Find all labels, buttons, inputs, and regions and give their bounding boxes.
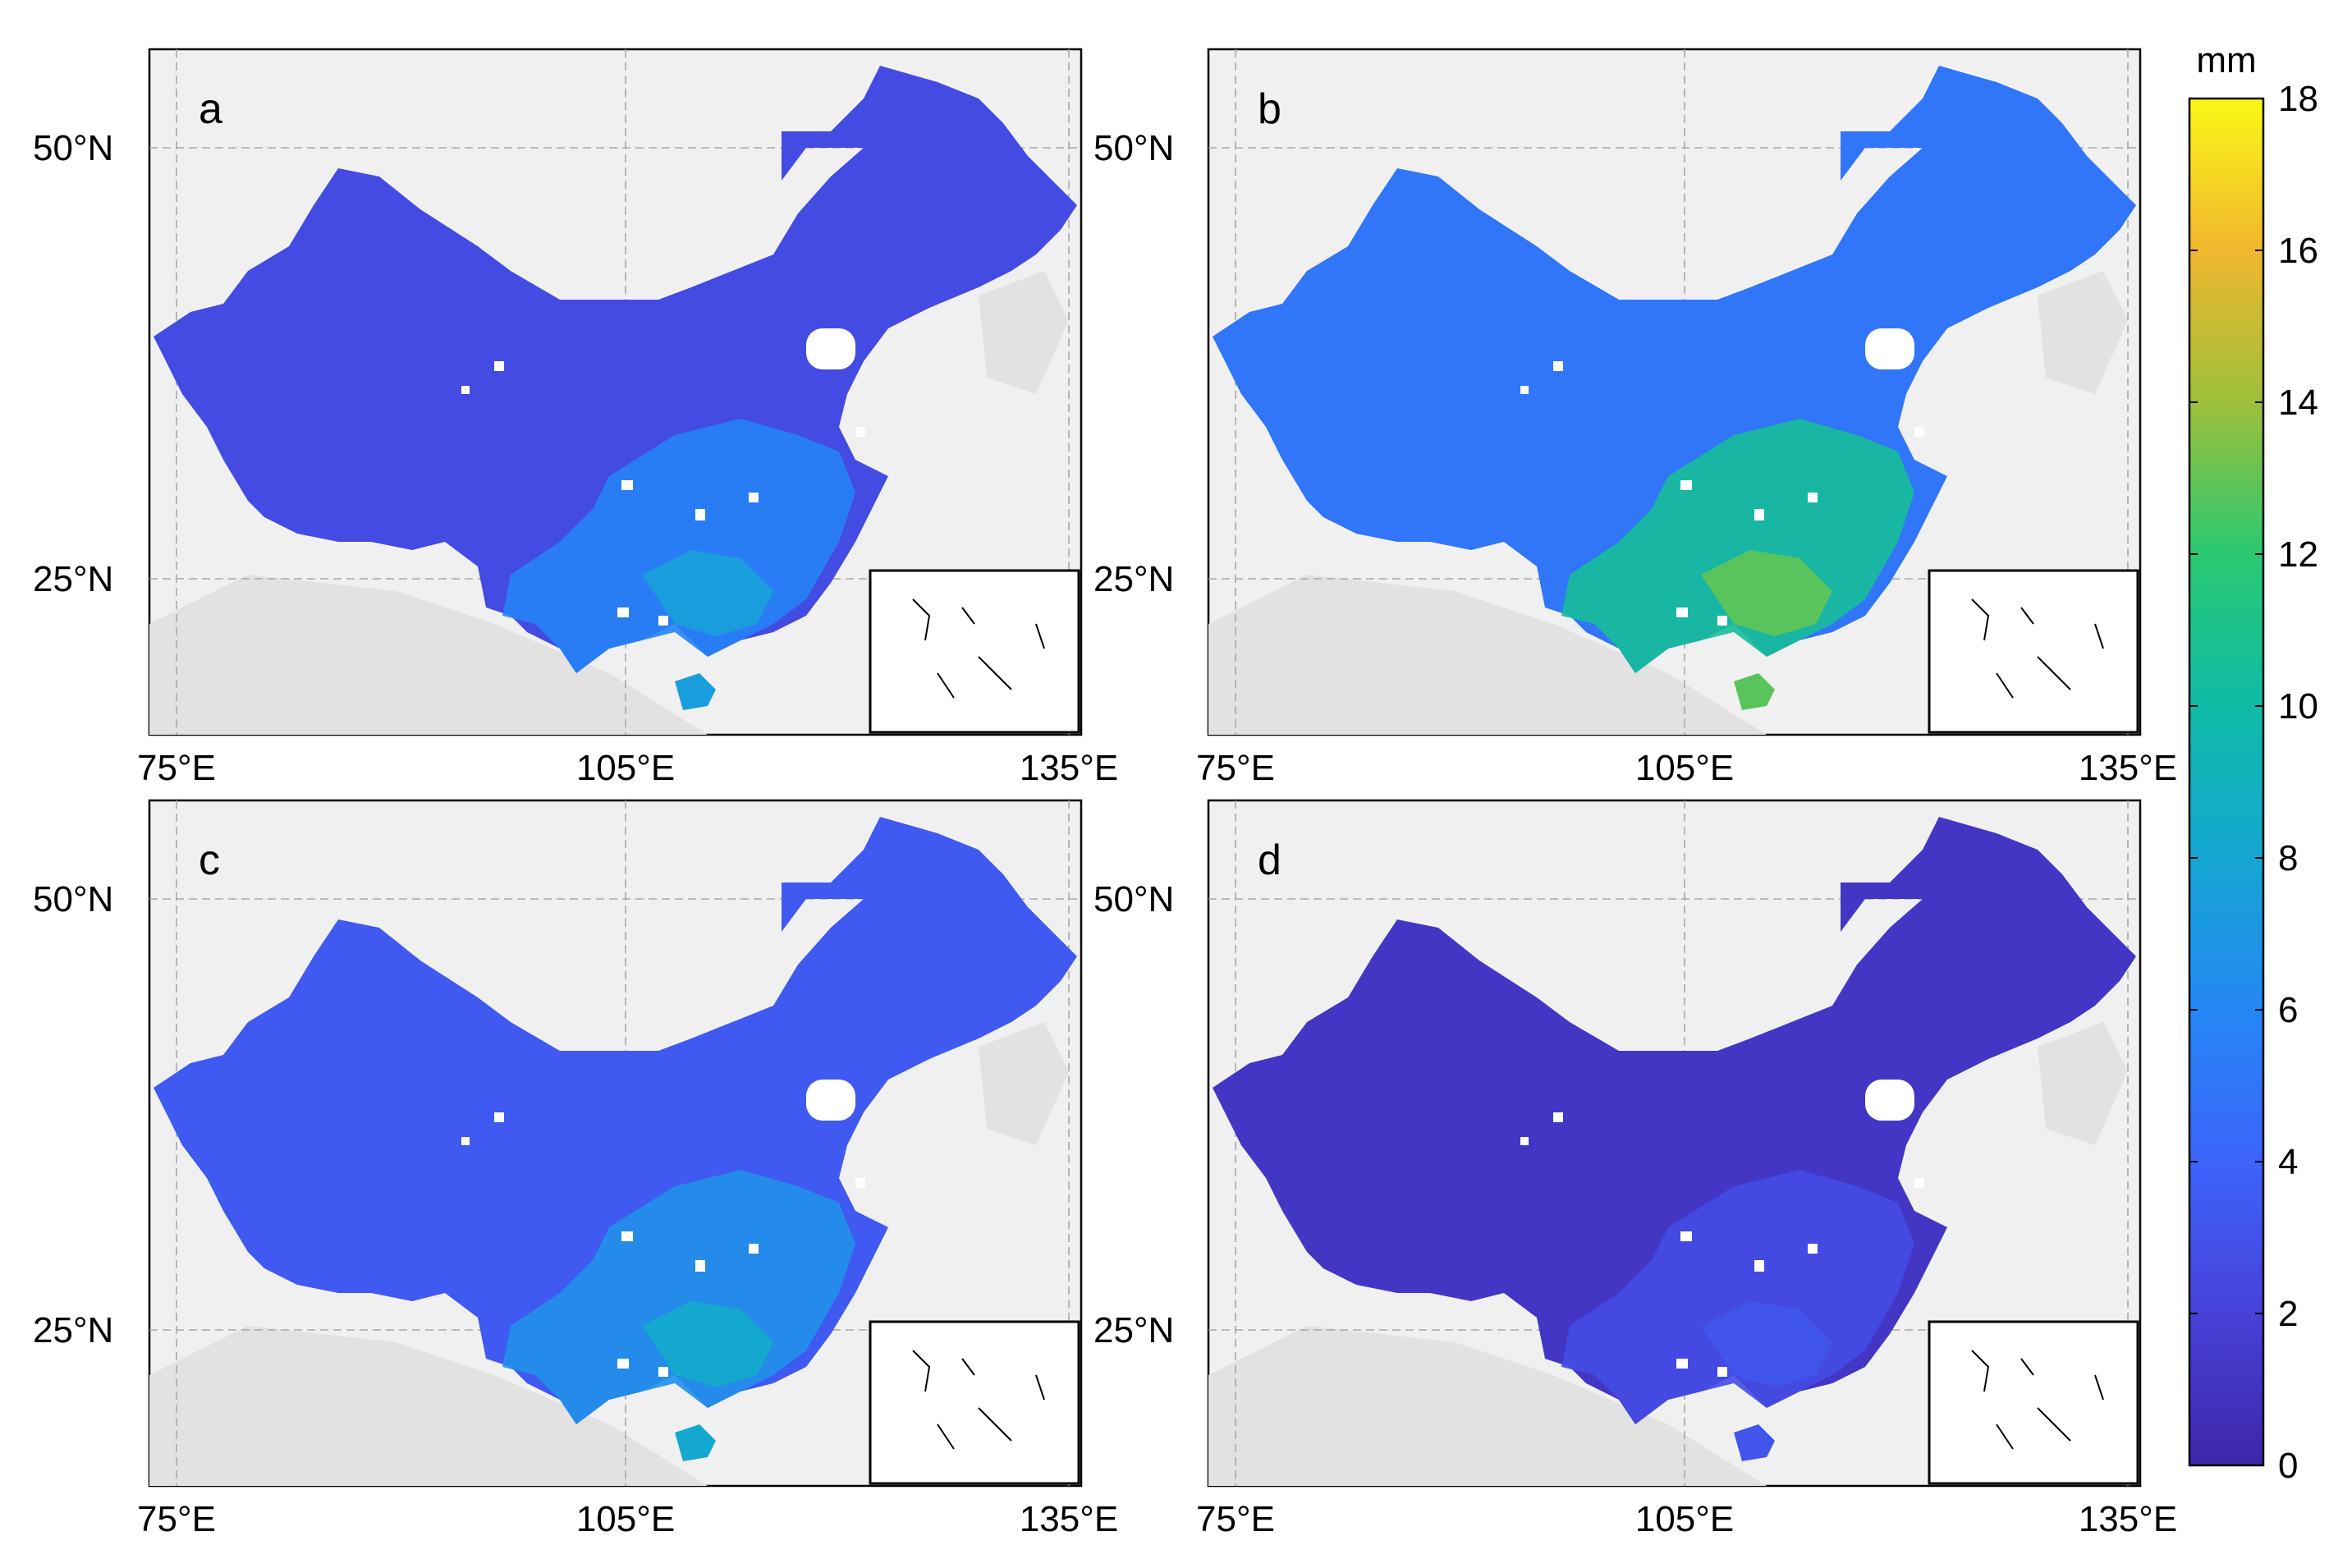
- hotspot-region: [642, 1301, 773, 1387]
- lon-tick-label: 75°E: [137, 748, 216, 788]
- colorbar-tick-label: 0: [2278, 1446, 2298, 1486]
- bohai-gulf: [1865, 328, 1914, 369]
- precipitation-field: [154, 66, 1077, 673]
- hainan-island: [675, 1424, 716, 1461]
- colorbar-tick-label: 4: [2278, 1142, 2298, 1182]
- map-panel-b: b: [1207, 48, 2142, 736]
- south-china-sea-inset: [1928, 1320, 2139, 1485]
- hotspot-region: [642, 550, 773, 636]
- lat-tick-label: 50°N: [1093, 879, 1174, 919]
- colorbar-tick-label: 8: [2278, 838, 2298, 878]
- colorbar: mm 0 2 4 6 8 10 12 14 16 18: [2188, 40, 2318, 1486]
- axis-labels: 50°N 25°N 50°N 25°N 50°N 25°N 50°N 25°N …: [33, 128, 2177, 1539]
- precipitation-field: [1213, 66, 2136, 673]
- lat-tick-label: 25°N: [33, 1310, 113, 1350]
- panel-label: a: [199, 85, 222, 133]
- panel-label: c: [199, 837, 220, 884]
- inset-coastline: [1971, 1350, 2104, 1450]
- lon-tick-label: 75°E: [1196, 1499, 1275, 1539]
- lon-tick-label: 105°E: [576, 748, 675, 788]
- bohai-gulf: [1865, 1080, 1914, 1121]
- lat-tick-label: 25°N: [33, 559, 113, 599]
- lat-tick-label: 25°N: [1093, 1310, 1174, 1350]
- map-panel-a: a: [148, 48, 1083, 736]
- hainan-island: [675, 673, 716, 710]
- bohai-gulf: [806, 1080, 855, 1121]
- hotspot-region: [1701, 550, 1832, 636]
- lat-tick-label: 25°N: [1093, 559, 1174, 599]
- missing-pixels: [1520, 1112, 1924, 1377]
- south-china-sea-inset: [869, 569, 1080, 734]
- lon-tick-label: 135°E: [1020, 1499, 1118, 1539]
- inset-coastline: [912, 1350, 1045, 1450]
- colorbar-tick-label: 10: [2278, 686, 2318, 727]
- colorbar-tick-label: 2: [2278, 1294, 2298, 1334]
- inset-coastline: [912, 598, 1045, 699]
- lat-tick-label: 50°N: [33, 879, 113, 919]
- colorbar-ramp: [2188, 97, 2265, 1467]
- south-china-region: [1561, 419, 1914, 673]
- lon-tick-label: 105°E: [1635, 748, 1734, 788]
- colorbar-tick-label: 12: [2278, 534, 2318, 575]
- lon-tick-label: 105°E: [1635, 1499, 1734, 1539]
- missing-pixels: [461, 1112, 865, 1377]
- bohai-gulf: [806, 328, 855, 369]
- panel-label: d: [1258, 837, 1281, 884]
- colorbar-tick-label: 6: [2278, 990, 2298, 1030]
- missing-pixels: [1520, 361, 1924, 626]
- lon-tick-label: 135°E: [2079, 1499, 2177, 1539]
- hotspot-region: [1701, 1301, 1832, 1387]
- hainan-island: [1734, 673, 1775, 710]
- hainan-island: [1734, 1424, 1775, 1461]
- colorbar-tick-label: 18: [2278, 79, 2318, 119]
- lon-tick-label: 75°E: [137, 1499, 216, 1539]
- colorbar-ticks: 0 2 4 6 8 10 12 14 16 18: [2189, 79, 2318, 1486]
- lat-tick-label: 50°N: [33, 128, 113, 168]
- colorbar-tick-label: 14: [2278, 383, 2318, 423]
- inset-coastline: [1971, 598, 2104, 699]
- lon-tick-label: 135°E: [1020, 748, 1118, 788]
- panel-label: b: [1258, 85, 1281, 133]
- south-china-sea-inset: [1928, 569, 2139, 734]
- lon-tick-label: 105°E: [576, 1499, 675, 1539]
- lat-tick-label: 50°N: [1093, 128, 1174, 168]
- colorbar-unit: mm: [2196, 40, 2256, 80]
- precipitation-field: [154, 817, 1077, 1424]
- colorbar-tick-label: 16: [2278, 231, 2318, 271]
- south-china-region: [502, 1170, 855, 1424]
- missing-pixels: [461, 361, 865, 626]
- south-china-sea-inset: [869, 1320, 1080, 1485]
- south-china-region: [502, 419, 855, 673]
- map-panel-c: c: [148, 799, 1083, 1488]
- map-panel-d: d: [1207, 799, 2142, 1488]
- lon-tick-label: 135°E: [2079, 748, 2177, 788]
- lon-tick-label: 75°E: [1196, 748, 1275, 788]
- south-china-region: [1561, 1170, 1914, 1424]
- precipitation-field: [1213, 817, 2136, 1424]
